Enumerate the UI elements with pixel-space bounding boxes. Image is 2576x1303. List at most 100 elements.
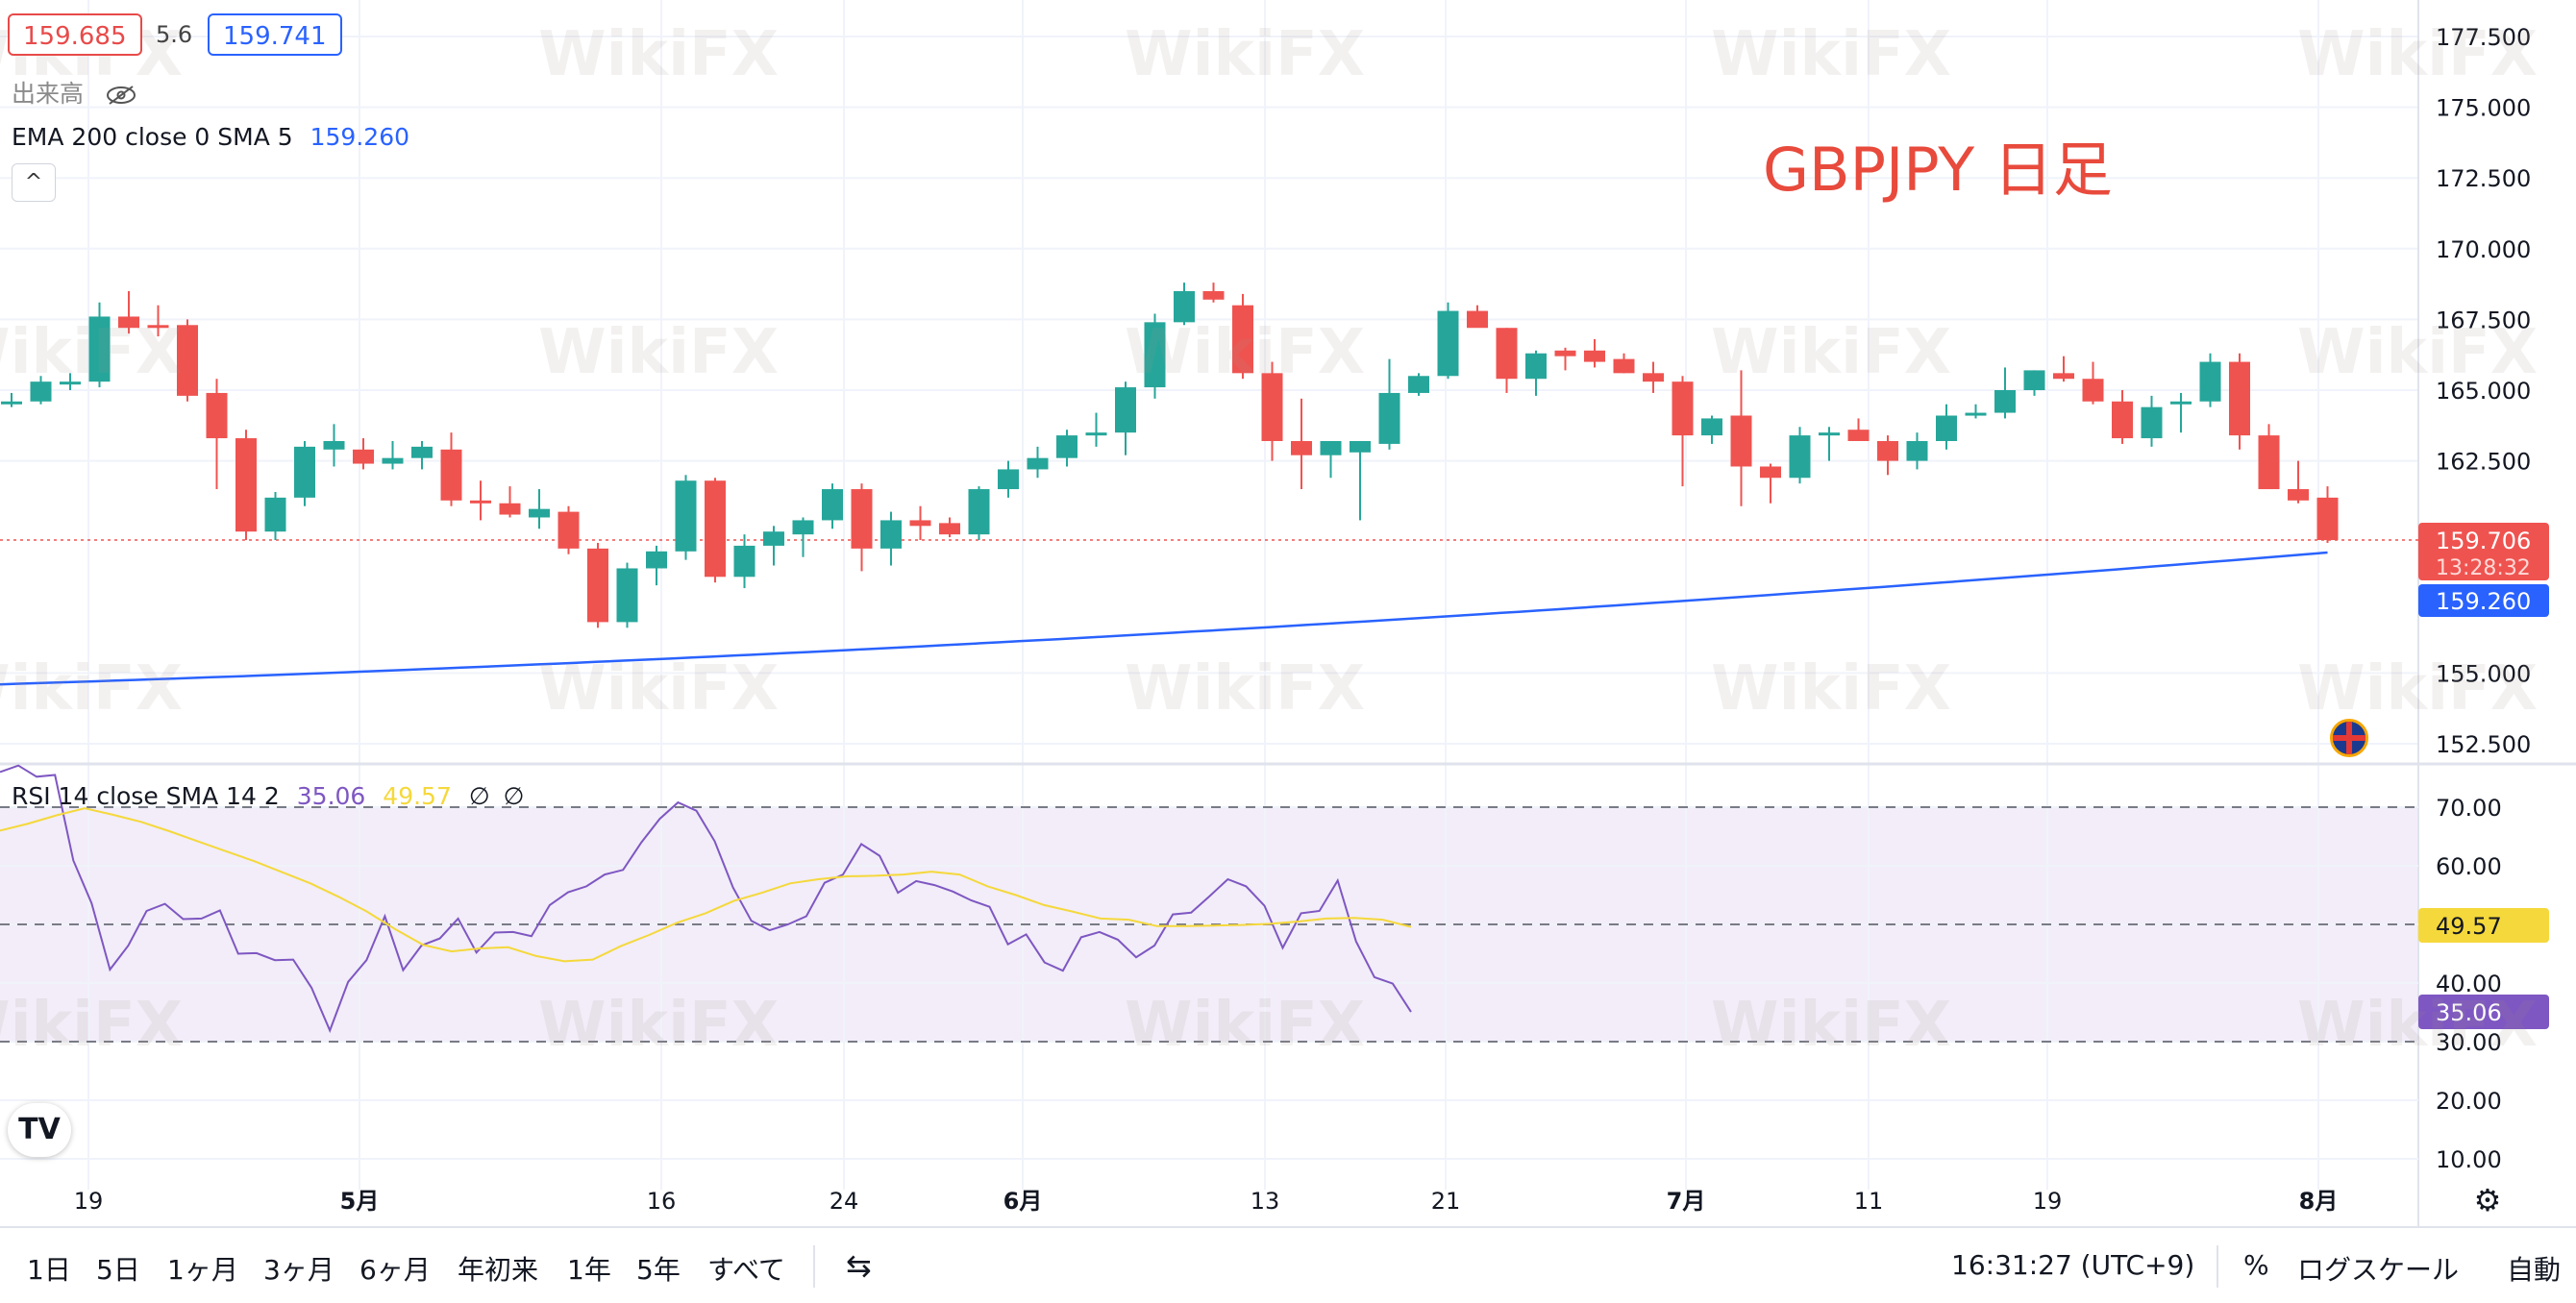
candle-body <box>470 500 491 504</box>
candle-body <box>705 480 726 578</box>
log-scale-button[interactable]: ログスケール <box>2297 1254 2460 1286</box>
watermark-text: WikiFX <box>1711 653 1952 725</box>
candle-body <box>60 381 81 385</box>
candle-body <box>2316 497 2339 541</box>
ema-label: EMA 200 close 0 SMA 5 <box>12 123 293 151</box>
candle-body <box>1174 290 1195 323</box>
candle-body <box>1261 373 1283 441</box>
volume-legend[interactable]: 出来高 <box>12 75 137 110</box>
time-axis-label: 16 <box>647 1188 677 1215</box>
date-range-icon[interactable]: ⇆ <box>846 1247 872 1284</box>
candle-body <box>909 520 931 527</box>
time-display[interactable]: 16:31:27 (UTC+9) <box>1951 1249 2195 1281</box>
ask-price-box[interactable]: 159.741 <box>208 13 342 56</box>
watermark-text: WikiFX <box>1125 990 1366 1061</box>
ema-legend[interactable]: EMA 200 close 0 SMA 5 159.260 <box>12 123 409 151</box>
candle-body <box>1643 373 1664 382</box>
candle-body <box>1144 322 1166 388</box>
watermark-text: WikiFX <box>538 653 780 725</box>
auto-scale-button[interactable]: 自動 <box>2507 1254 2562 1286</box>
candle-body <box>1202 290 1225 300</box>
rsi-sma-tag-text: 49.57 <box>2436 913 2502 940</box>
candle-body <box>264 497 286 532</box>
candle-body <box>1232 305 1253 374</box>
collapse-legend-button[interactable]: ^ <box>12 163 56 202</box>
watermark-text: WikiFX <box>2297 19 2539 90</box>
candle-body <box>1584 350 1605 362</box>
candle-body <box>2258 435 2280 490</box>
price-axis-label: 172.500 <box>2436 165 2531 192</box>
watermark-text: WikiFX <box>1711 990 1952 1061</box>
price-axis-label: 177.500 <box>2436 24 2531 51</box>
uk-flag-icon[interactable] <box>2330 719 2368 757</box>
candle-body <box>2053 373 2074 380</box>
candle-body <box>1906 440 1928 461</box>
last-price-tag <box>2418 523 2549 580</box>
candle-body <box>2199 361 2221 402</box>
candle-body <box>1613 358 1635 374</box>
candle-body <box>1701 418 1722 436</box>
rsi-axis-label: 40.00 <box>2436 971 2502 997</box>
eye-off-icon[interactable]: ∅ <box>503 782 525 810</box>
chevron-up-icon: ^ <box>24 170 43 194</box>
watermark-text: WikiFX <box>0 653 184 725</box>
range-all-button[interactable]: すべて <box>707 1254 785 1286</box>
bid-price-box[interactable]: 159.685 <box>8 13 142 56</box>
time-axis-label: 11 <box>1854 1188 1884 1215</box>
range-ytd-button[interactable]: 年初来 <box>458 1254 539 1286</box>
candle-body <box>1350 440 1371 453</box>
rsi-axis-label: 60.00 <box>2436 853 2502 880</box>
candle-body <box>1789 435 1811 479</box>
range-1m-button[interactable]: 1ヶ月 <box>167 1254 238 1286</box>
candle-body <box>206 392 228 439</box>
candle-body <box>1378 392 1400 444</box>
time-axis-label: 24 <box>830 1188 859 1215</box>
eye-off-icon[interactable] <box>105 85 137 106</box>
rsi-legend[interactable]: RSI 14 close SMA 14 2 35.06 49.57 ∅ ∅ <box>12 782 524 810</box>
candle-body <box>1027 457 1049 470</box>
candle-body <box>851 489 873 549</box>
candle-body <box>30 381 52 402</box>
candle-body <box>646 551 667 569</box>
rsi-axis-label: 10.00 <box>2436 1146 2502 1173</box>
candle-body <box>2229 361 2250 436</box>
candle-body <box>440 449 462 501</box>
watermark-text: WikiFX <box>538 990 780 1061</box>
candle-body <box>1847 430 1870 441</box>
rsi-axis-label: 70.00 <box>2436 795 2502 822</box>
rsi-axis-label: 30.00 <box>2436 1029 2502 1056</box>
candle-body <box>763 531 784 546</box>
candle-body <box>1320 440 1342 455</box>
countdown-text: 13:28:32 <box>2436 556 2531 580</box>
range-5d-button[interactable]: 5日 <box>96 1254 140 1286</box>
percent-scale-button[interactable]: % <box>2243 1249 2269 1281</box>
candle-body <box>733 545 755 578</box>
candle-body <box>587 548 608 623</box>
price-axis-label: 175.000 <box>2436 95 2531 122</box>
eye-off-icon[interactable]: ∅ <box>468 782 490 810</box>
watermark-text: WikiFX <box>0 990 184 1061</box>
watermark-text: WikiFX <box>538 317 780 388</box>
candle-body <box>1291 440 1312 455</box>
price-axis-label: 165.000 <box>2436 378 2531 405</box>
range-6m-button[interactable]: 6ヶ月 <box>359 1254 431 1286</box>
candle-body <box>880 520 902 549</box>
candle-body <box>792 520 814 535</box>
price-axis-label: 152.500 <box>2436 731 2531 758</box>
candle-body <box>1115 387 1136 433</box>
time-axis-label: 7月 <box>1667 1188 1706 1215</box>
tradingview-logo[interactable]: TV <box>8 1103 71 1157</box>
candle-body <box>1554 350 1576 356</box>
watermark-text: WikiFX <box>1125 317 1366 388</box>
range-1y-button[interactable]: 1年 <box>567 1254 611 1286</box>
time-axis-label: 21 <box>1431 1188 1461 1215</box>
candle-body <box>323 440 345 450</box>
rsi-tag-text: 35.06 <box>2436 999 2502 1026</box>
ema-price-tag-text: 159.260 <box>2436 588 2531 615</box>
rsi-label: RSI 14 close SMA 14 2 <box>12 782 280 810</box>
range-5y-button[interactable]: 5年 <box>636 1254 681 1286</box>
candle-body <box>1760 466 1781 479</box>
range-1d-button[interactable]: 1日 <box>27 1254 71 1286</box>
range-3m-button[interactable]: 3ヶ月 <box>263 1254 334 1286</box>
